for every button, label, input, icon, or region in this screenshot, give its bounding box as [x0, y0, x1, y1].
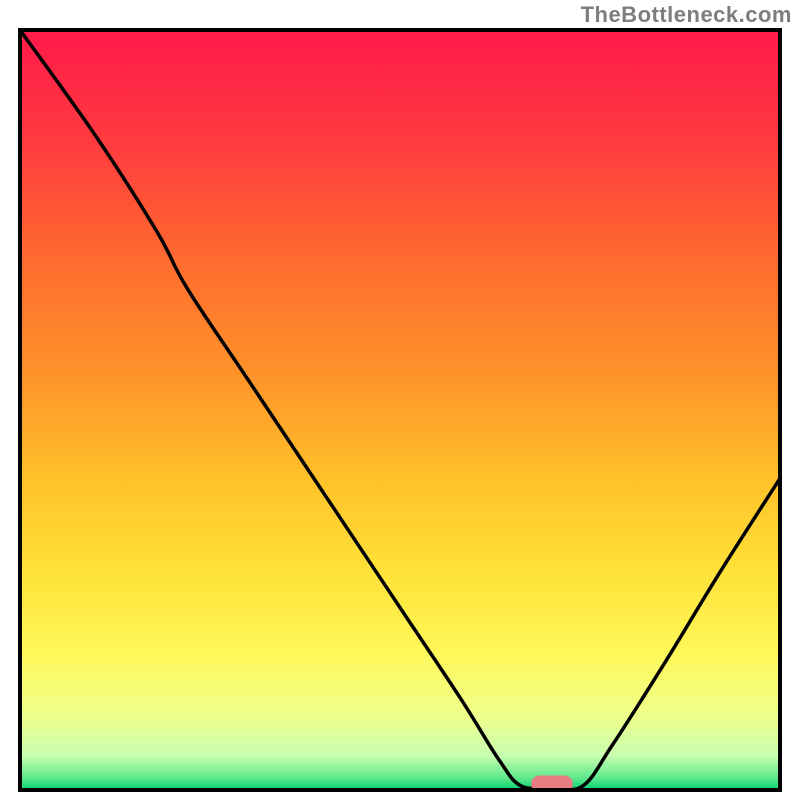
chart-wrap: TheBottleneck.com	[0, 0, 800, 800]
watermark-text: TheBottleneck.com	[581, 2, 792, 28]
chart-svg	[0, 0, 800, 800]
plot-background-gradient	[20, 30, 780, 790]
